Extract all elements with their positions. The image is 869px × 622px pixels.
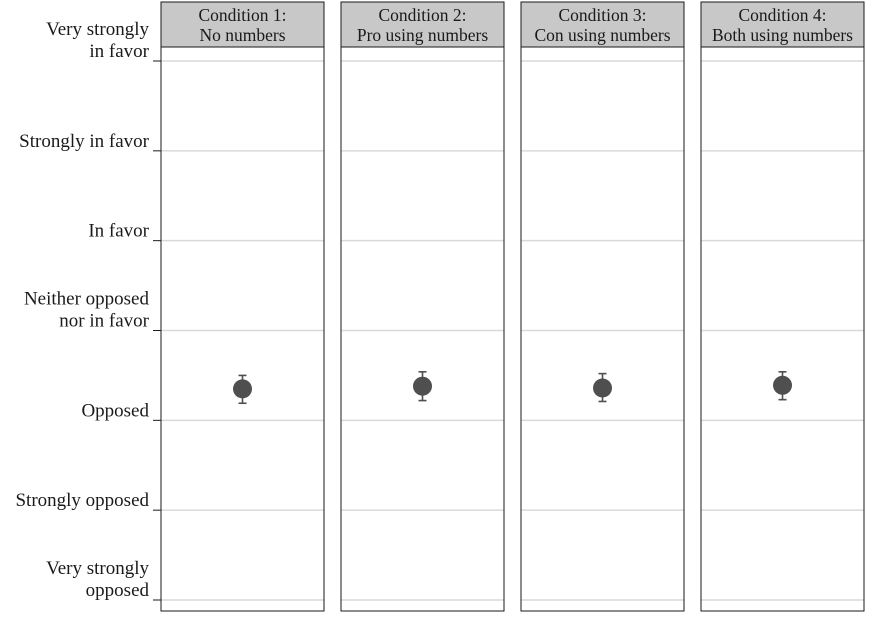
panel-title-line2: No numbers (199, 25, 285, 45)
y-tick-label: Opposed (81, 400, 149, 421)
y-tick-label-line: Very strongly (46, 19, 149, 40)
mean-point (413, 376, 432, 396)
panel-border (700, 46, 865, 612)
panel-title-line2: Both using numbers (712, 25, 853, 45)
mean-point (593, 378, 612, 398)
y-tick-label-line: Neither opposed (24, 289, 150, 310)
panel-border (340, 46, 505, 612)
panel-header (340, 1, 505, 48)
panel-title-line1: Condition 3: (559, 5, 647, 25)
panel-plot-area (160, 46, 325, 612)
y-tick-label-line: nor in favor (59, 311, 149, 332)
panel-4: Condition 4:Both using numbers (700, 1, 865, 612)
y-tick-label-line: in favor (89, 41, 149, 62)
y-tick-label-line: In favor (88, 221, 149, 242)
y-tick-label: Neither opposed nor in favor (24, 289, 150, 332)
panel-header (700, 1, 865, 48)
panel-title-line2: Pro using numbers (357, 25, 488, 45)
y-tick-label-line: Opposed (81, 400, 149, 421)
panel-title-line1: Condition 2: (379, 5, 467, 25)
y-tick-label: In favor (88, 221, 149, 242)
y-tick-label: Strongly in favor (19, 131, 149, 152)
mean-point (233, 379, 252, 399)
y-tick-label-line: Strongly in favor (19, 131, 149, 152)
mean-point (773, 375, 792, 395)
y-tick-label: Strongly opposed (15, 490, 149, 511)
panel-plot-area (340, 46, 505, 612)
y-tick-label-line: opposed (86, 580, 150, 601)
panel-plot-area (520, 46, 685, 612)
panel-border (160, 46, 325, 612)
y-tick-label: Very strongly opposed (46, 558, 149, 601)
panel-2: Condition 2:Pro using numbers (340, 1, 505, 612)
panel-header (520, 1, 685, 48)
y-tick-label: Very strongly in favor (46, 19, 150, 62)
panel-3: Condition 3:Con using numbers (520, 1, 685, 612)
panel-title-line1: Condition 1: (199, 5, 287, 25)
y-tick-label-line: Very strongly (46, 558, 149, 579)
panel-1: Condition 1:No numbers (160, 1, 325, 612)
panel-title-line1: Condition 4: (739, 5, 827, 25)
panel-title-line2: Con using numbers (534, 25, 670, 45)
panel-plot-area (700, 46, 865, 612)
panel-border (520, 46, 685, 612)
y-tick-label-line: Strongly opposed (15, 490, 149, 511)
